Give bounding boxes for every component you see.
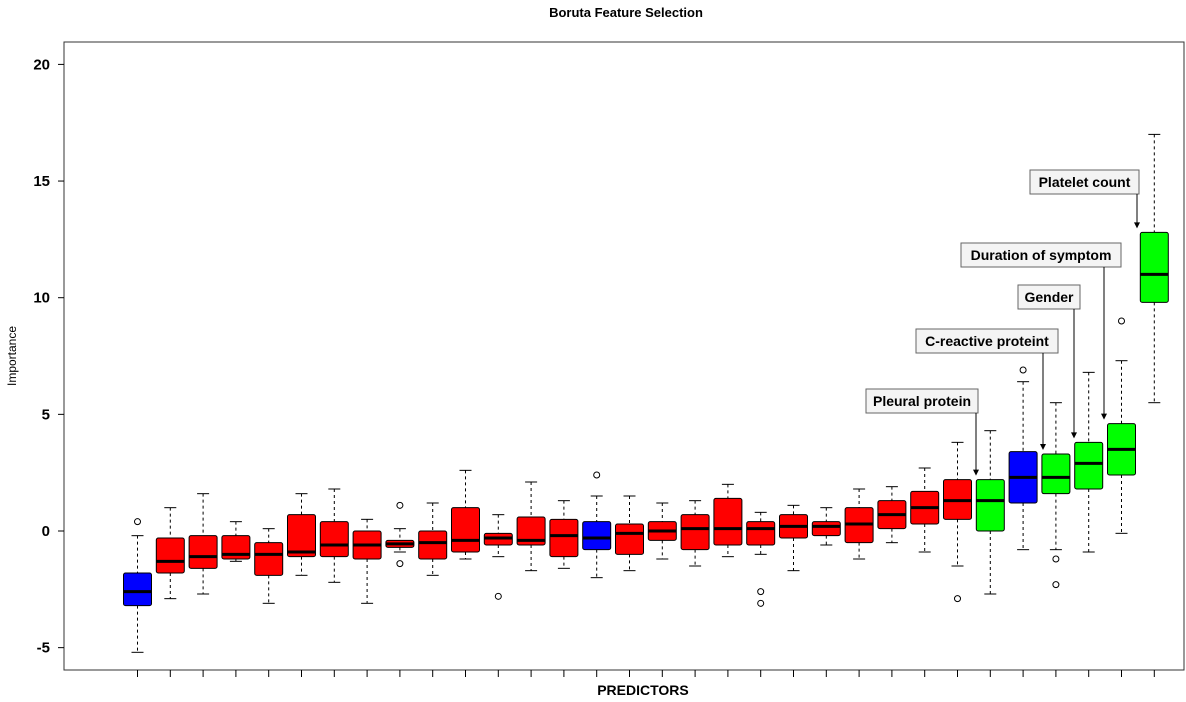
y-tick-label: -5 (37, 640, 50, 657)
box-plot-shadow (1008, 366, 1038, 551)
annotation-box (1017, 284, 1081, 310)
box-plot-rejected (221, 521, 251, 562)
x-axis-label: PREDICTORS (597, 682, 689, 698)
iqr-box (254, 542, 284, 576)
y-tick-label: 5 (42, 406, 50, 423)
outlier-point (396, 560, 404, 568)
box-plot-rejected (647, 502, 677, 560)
iqr-box (188, 535, 218, 569)
x-axis (137, 670, 1155, 677)
y-axis-label: Importance (5, 326, 19, 386)
box-plot-rejected (549, 500, 579, 569)
iqr-box (516, 516, 546, 546)
box-series (123, 133, 1169, 653)
iqr-box (975, 479, 1005, 532)
iqr-box (746, 521, 776, 546)
outlier-point (1019, 366, 1027, 374)
iqr-box (287, 514, 316, 558)
iqr-box (1041, 453, 1071, 495)
box-plot-rejected (483, 514, 513, 600)
iqr-box (1074, 441, 1104, 490)
box-plot-shadow (582, 471, 612, 579)
box-plot-rejected (811, 507, 841, 546)
y-tick-label: 0 (42, 523, 50, 540)
box-plot-confirmed (1074, 371, 1104, 553)
box-plot-rejected (943, 441, 972, 603)
outlier-point (757, 588, 765, 596)
iqr-box (680, 514, 710, 551)
box-plot-rejected (155, 507, 185, 600)
iqr-box (811, 521, 841, 537)
iqr-box (549, 518, 579, 558)
box-plot-rejected (910, 467, 940, 553)
box-plot-confirmed (1041, 402, 1071, 589)
box-plot-confirmed (975, 430, 1005, 595)
annotation-arrow-head (1040, 444, 1046, 451)
annotation-arrow-head (973, 469, 979, 476)
outlier-point (396, 501, 404, 509)
iqr-box (155, 537, 185, 574)
annotation-box (1029, 169, 1140, 195)
annotation-label: Gender (1024, 289, 1074, 305)
chart-title: Boruta Feature Selection (549, 5, 703, 20)
iqr-box (319, 521, 349, 558)
iqr-box (418, 530, 448, 560)
iqr-box (615, 523, 644, 555)
box-plot-shadow (123, 518, 152, 653)
outlier-point (757, 599, 765, 607)
annotation: Pleural protein (865, 388, 979, 476)
outlier-point (1118, 317, 1125, 325)
annotation: Platelet count (1029, 169, 1140, 229)
annotation-label: Platelet count (1039, 174, 1131, 190)
box-plot-rejected (287, 493, 316, 576)
box-plot-rejected (680, 500, 710, 567)
annotation-box (865, 388, 979, 414)
annotation-arrow-head (1071, 432, 1077, 439)
outlier-point (954, 595, 961, 603)
y-tick-label: 10 (33, 290, 50, 307)
annotation-arrow-head (1134, 222, 1140, 229)
y-tick-label: 20 (33, 56, 50, 73)
annotation-label: C-reactive proteint (925, 333, 1049, 349)
outlier-point (1052, 555, 1060, 563)
plot-frame (63, 41, 1185, 671)
box-plot-rejected (713, 483, 743, 558)
box-plot-rejected (352, 518, 382, 604)
box-plot-rejected (615, 495, 644, 572)
annotation: C-reactive proteint (915, 328, 1059, 451)
box-plot-rejected (254, 528, 284, 604)
box-plot-rejected (877, 486, 907, 544)
iqr-box (451, 507, 480, 553)
outlier-point (494, 592, 502, 600)
outlier-point (1052, 581, 1060, 589)
iqr-box (1139, 231, 1169, 303)
box-plot-rejected (844, 488, 874, 560)
box-plot-rejected (451, 469, 480, 560)
annotation-arrow-head (1101, 413, 1107, 420)
annotation-label: Duration of symptom (971, 247, 1112, 263)
y-axis: -5 0 5 10 15 20 (33, 56, 64, 657)
box-plot-rejected (188, 493, 218, 595)
box-plot-rejected (319, 488, 349, 583)
annotation-label: Pleural protein (873, 393, 971, 409)
box-plot-rejected (418, 502, 448, 576)
y-tick-label: 15 (33, 173, 50, 190)
iqr-box (713, 497, 743, 546)
box-plot-rejected (516, 481, 546, 572)
box-plot-confirmed (1139, 133, 1169, 404)
box-plot-confirmed (1107, 317, 1136, 534)
annotation-box (915, 328, 1059, 354)
annotation-box (960, 242, 1122, 268)
box-plot-rejected (385, 501, 415, 568)
annotation-layer: Pleural protein C-reactive proteint Gender… (865, 169, 1140, 476)
box-plot-rejected (746, 511, 776, 607)
outlier-point (134, 518, 141, 526)
outlier-point (593, 471, 601, 479)
annotation: Gender (1017, 284, 1081, 439)
iqr-box (582, 521, 612, 551)
box-plot-rejected (779, 504, 808, 572)
annotation: Duration of symptom (960, 242, 1122, 420)
iqr-box (123, 572, 152, 607)
